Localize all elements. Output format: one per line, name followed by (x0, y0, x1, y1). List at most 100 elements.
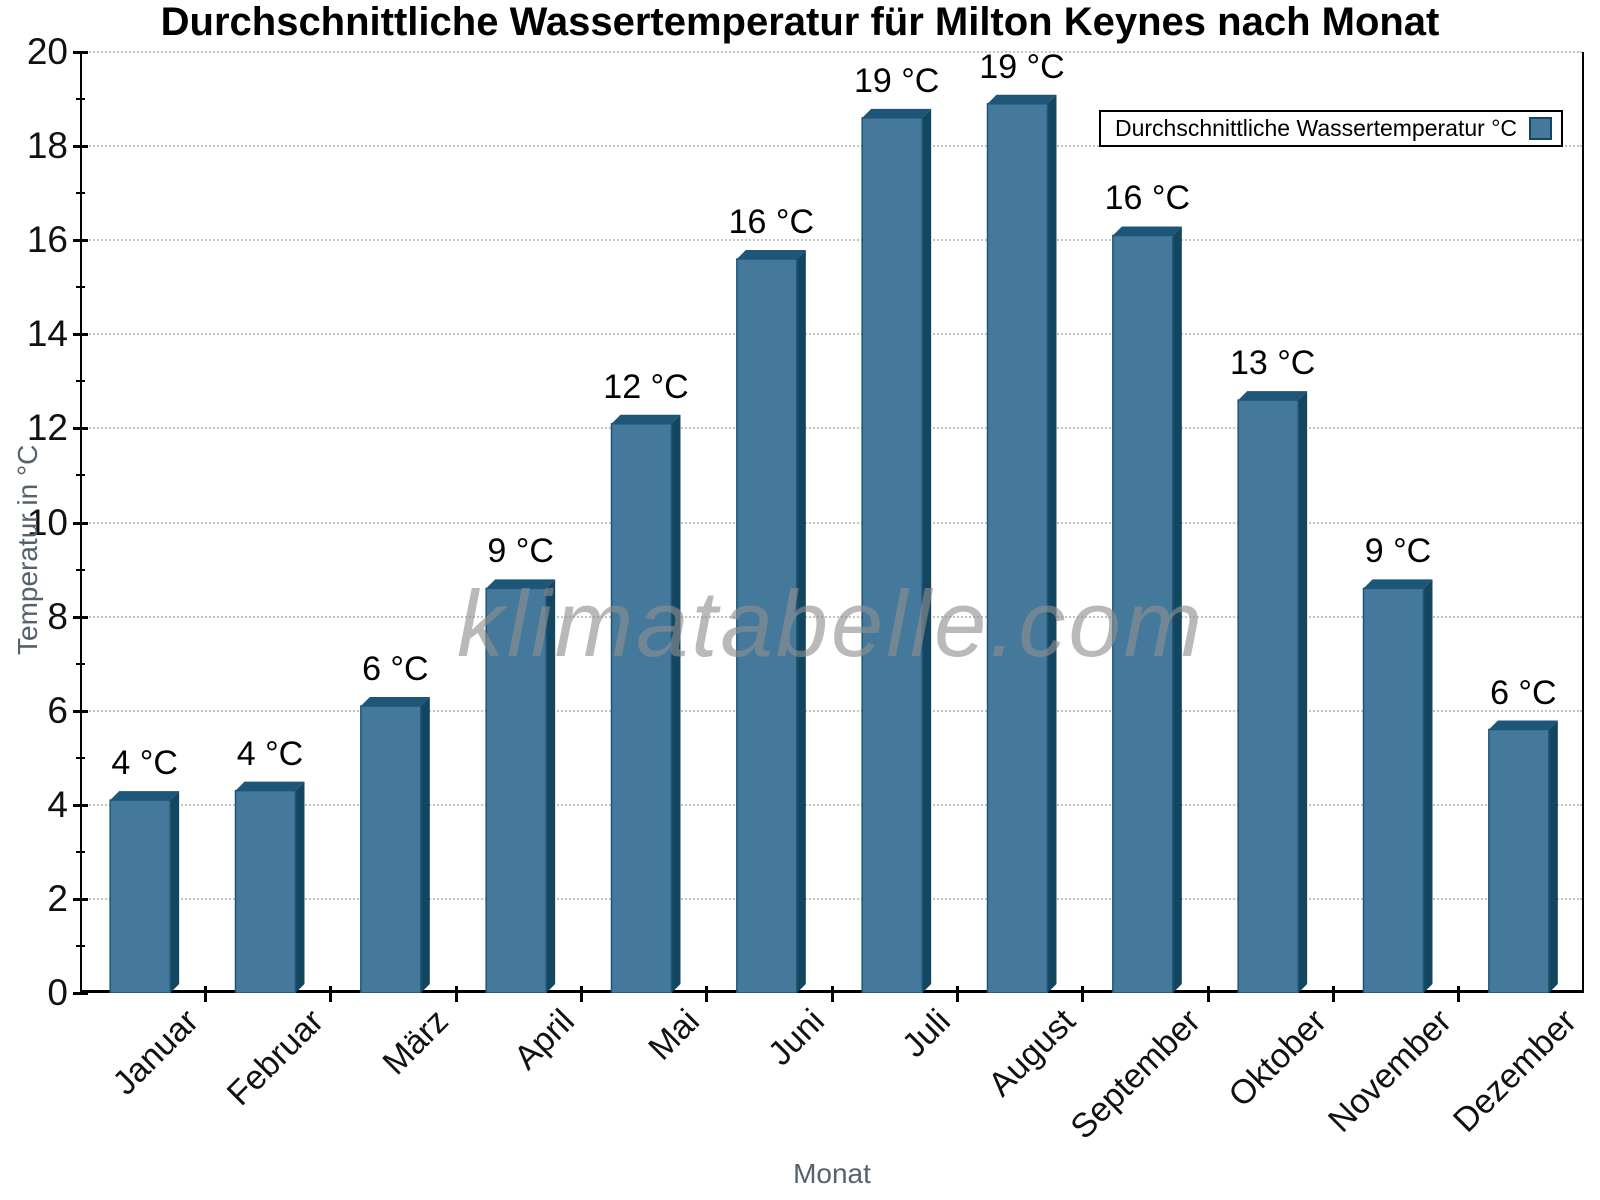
y-major-tick-16 (73, 239, 88, 243)
bar-side-Dezember (1548, 720, 1558, 993)
bar-top-August (987, 94, 1057, 104)
x-tick-1 (203, 986, 207, 1002)
y-tick-label-20: 20 (26, 31, 68, 72)
bar-top-Oktober (1238, 391, 1308, 401)
bar-Juni (736, 258, 798, 993)
gridline-y-12 (82, 427, 1582, 430)
x-tick-8 (1081, 986, 1085, 1002)
bar-value-label-Dezember: 6 °C (1490, 673, 1557, 712)
bar-side-Juli (922, 108, 932, 993)
gridline-y-14 (82, 333, 1582, 336)
gridline-y-10 (82, 521, 1582, 524)
bar-Mai (610, 422, 673, 993)
bar-Februar (234, 789, 297, 993)
y-minor-tick-17 (76, 192, 85, 195)
bar-value-label-Februar: 4 °C (236, 734, 304, 773)
bar-value-label-August: 19 °C (979, 47, 1065, 86)
x-tick-5 (705, 986, 709, 1002)
x-tick-6 (830, 986, 834, 1002)
bar-April (485, 587, 547, 993)
bar-value-label-Mai: 12 °C (603, 367, 689, 406)
y-minor-tick-7 (76, 662, 85, 665)
bar-März (360, 705, 422, 993)
gridline-y-6 (82, 709, 1582, 712)
gridline-y-4 (82, 803, 1582, 806)
y-major-tick-6 (73, 709, 88, 713)
y-tick-label-6: 6 (47, 689, 68, 731)
bar-side-Januar (170, 791, 180, 993)
gridline-y-16 (82, 239, 1582, 242)
bar-value-label-November: 9 °C (1364, 532, 1432, 571)
y-axis-title: Temperatur in °C (12, 444, 43, 655)
y-tick-label-2: 2 (47, 877, 68, 919)
bar-side-März (420, 696, 430, 993)
y-tick-label-14: 14 (26, 313, 68, 355)
bar-top-Dezember (1488, 720, 1558, 730)
y-tick-label-0: 0 (47, 972, 68, 1013)
y-minor-tick-13 (76, 380, 85, 383)
x-tick-2 (329, 986, 333, 1002)
gridline-y-20 (82, 51, 1582, 53)
bar-value-label-Oktober: 13 °C (1229, 344, 1316, 383)
bar-value-label-Januar: 4 °C (111, 744, 178, 783)
bar-value-label-September: 16 °C (1104, 179, 1191, 218)
bar-top-September (1112, 226, 1182, 236)
bar-side-April (546, 579, 556, 993)
bar-top-Mai (611, 414, 681, 424)
bar-side-September (1172, 226, 1182, 993)
y-minor-tick-19 (76, 98, 85, 101)
bar-top-März (360, 696, 430, 706)
bar-side-Februar (295, 781, 305, 993)
y-minor-tick-9 (76, 568, 85, 571)
bar-side-Juni (796, 250, 806, 993)
bar-August (986, 103, 1049, 993)
y-minor-tick-11 (76, 474, 85, 477)
legend-swatch (1529, 117, 1552, 140)
x-tick-9 (1206, 986, 1210, 1002)
bar-value-label-Juni: 16 °C (728, 203, 815, 242)
bar-top-Juli (862, 108, 932, 118)
bar-Dezember (1488, 728, 1550, 993)
y-tick-label-16: 16 (26, 219, 68, 261)
y-minor-tick-1 (76, 944, 85, 947)
bar-top-Juni (736, 250, 806, 260)
x-axis-title: Monat (793, 1158, 871, 1189)
bar-top-April (486, 579, 556, 589)
watermark: klimatabelle.com (457, 571, 1206, 676)
gridline-y-18 (82, 145, 1582, 148)
bar-value-label-Juli: 19 °C (853, 61, 940, 100)
bar-side-August (1047, 94, 1057, 993)
y-minor-tick-3 (76, 850, 85, 853)
bar-value-label-März: 6 °C (362, 649, 429, 688)
y-tick-label-10: 10 (26, 501, 68, 543)
y-tick-label-18: 18 (26, 125, 68, 167)
bar-side-November (1423, 579, 1433, 993)
bar-November (1362, 587, 1425, 993)
y-minor-tick-15 (76, 286, 85, 289)
y-tick-label-8: 8 (47, 595, 68, 637)
legend: Durchschnittliche Wassertemperatur °C (1098, 110, 1563, 147)
x-tick-7 (955, 986, 959, 1002)
y-minor-tick-5 (76, 756, 85, 759)
x-tick-3 (454, 986, 458, 1002)
bar-value-label-April: 9 °C (487, 532, 554, 571)
y-major-tick-8 (73, 615, 88, 619)
gridline-y-2 (82, 897, 1582, 900)
gridline-y-8 (82, 615, 1582, 618)
y-major-tick-0 (73, 992, 88, 995)
y-tick-label-4: 4 (47, 783, 68, 825)
bar-Juli (861, 117, 923, 993)
y-major-tick-2 (73, 897, 88, 901)
bar-top-November (1363, 579, 1433, 589)
y-major-tick-10 (73, 521, 88, 525)
legend-label: Durchschnittliche Wassertemperatur °C (1114, 115, 1517, 141)
bar-top-Januar (110, 791, 180, 801)
bar-top-Februar (235, 781, 305, 791)
y-major-tick-4 (73, 803, 88, 807)
x-tick-10 (1331, 986, 1335, 1002)
plot-area: klimatabelle.com 4 °C 4 °C 6 °C 9 °C 12 °C 16… (80, 48, 1584, 993)
y-major-tick-12 (73, 427, 88, 431)
y-major-tick-20 (73, 51, 88, 54)
x-tick-4 (579, 986, 583, 1002)
